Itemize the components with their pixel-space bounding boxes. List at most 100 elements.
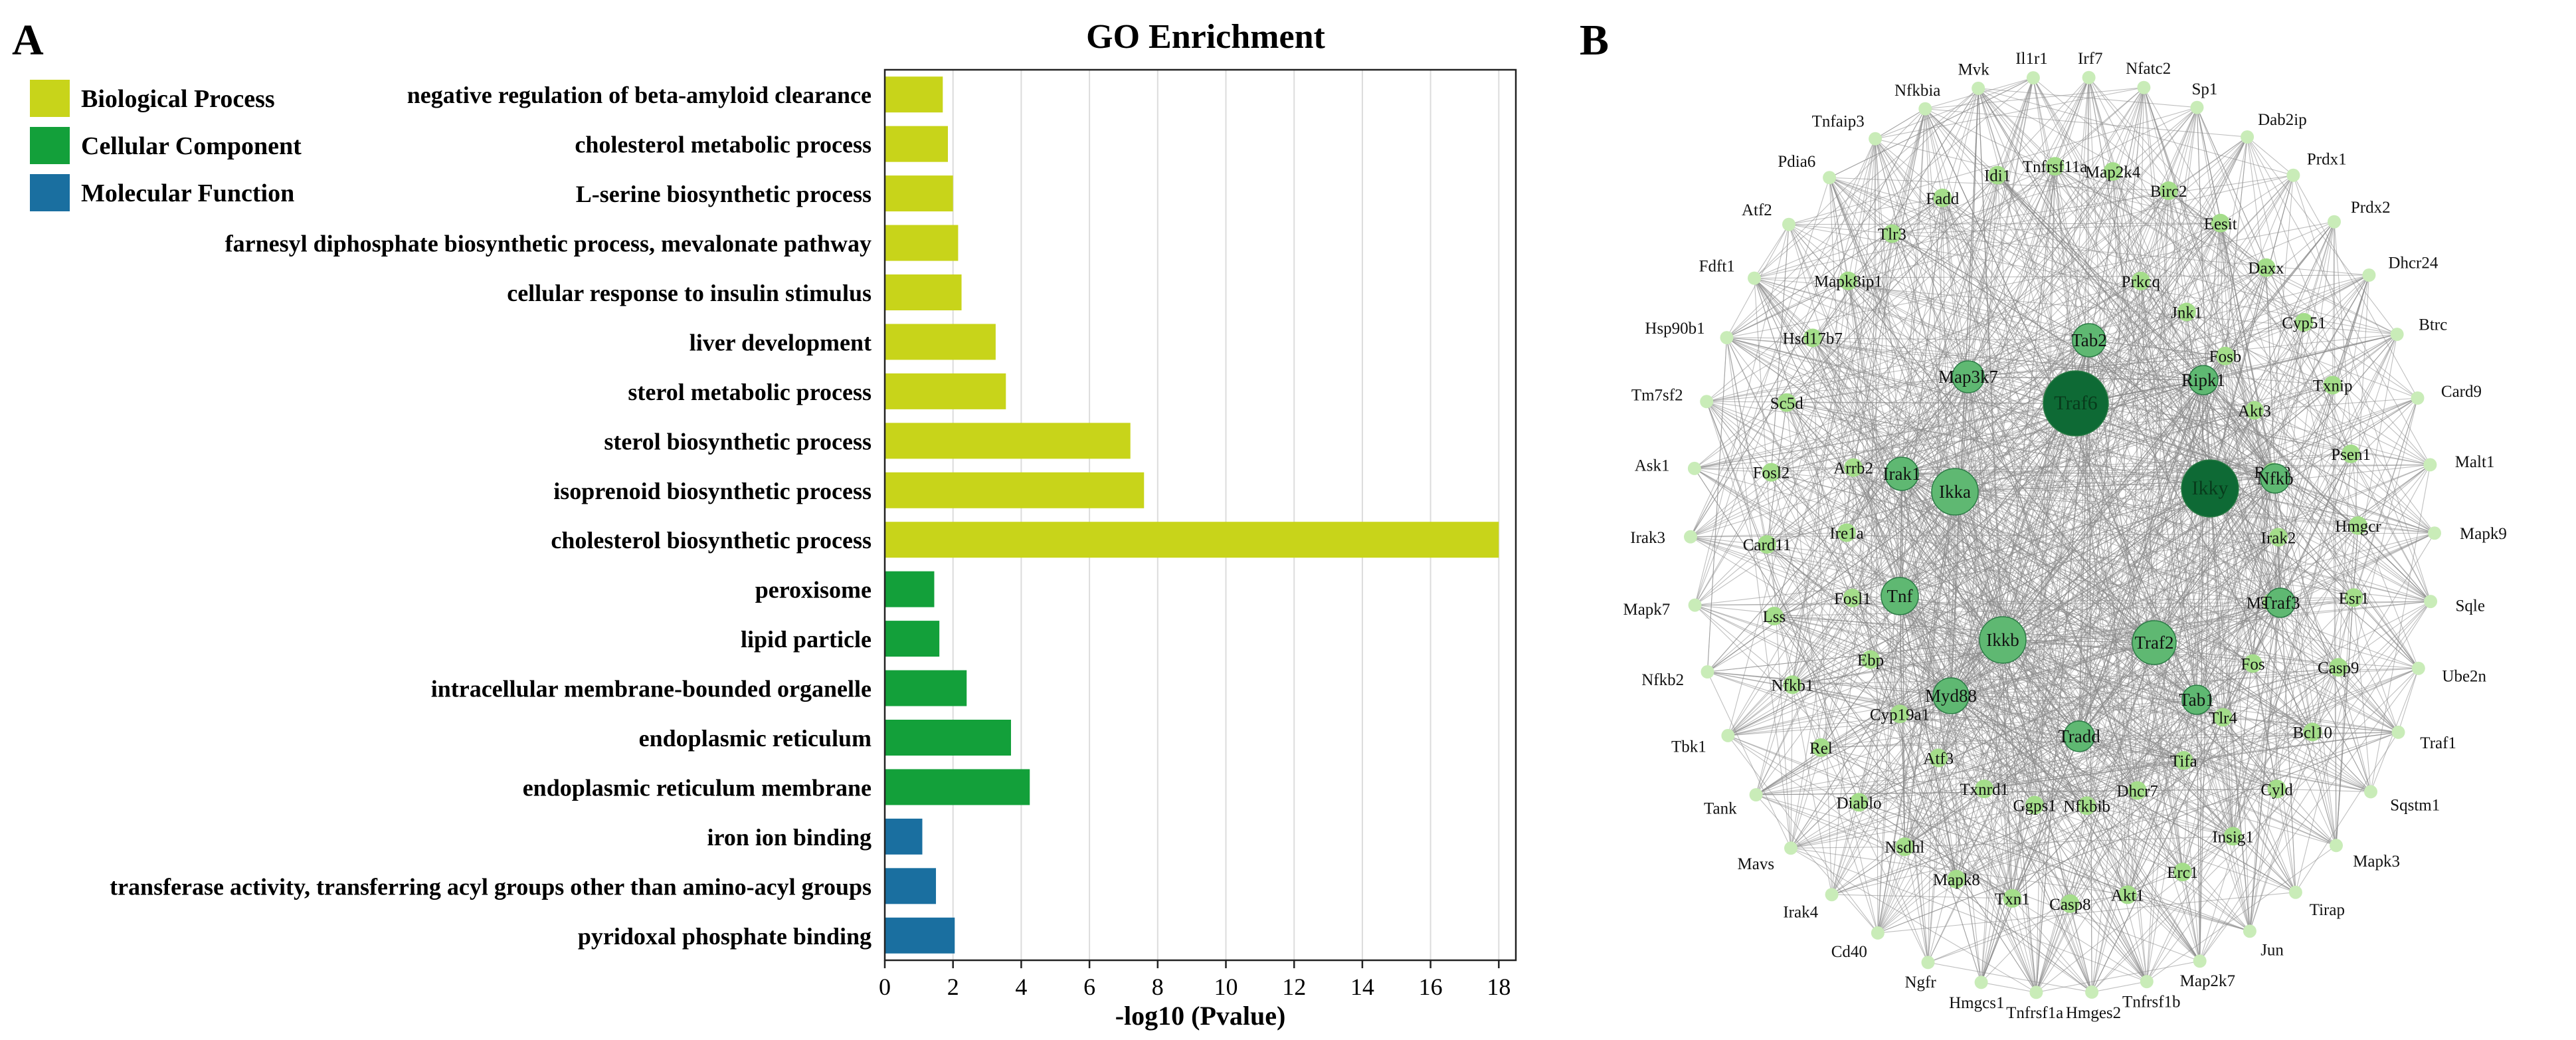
node-label-jun: Jun <box>2260 941 2284 959</box>
network-edge <box>1707 671 1792 849</box>
node-atf3 <box>1929 748 1948 768</box>
node-mapk9 <box>2428 526 2441 540</box>
network-edge <box>1786 402 2197 700</box>
network-edge <box>1981 379 2204 983</box>
node-label-casp9: Casp9 <box>2318 659 2359 677</box>
network-edge <box>1754 278 2003 641</box>
node-label-psen1: Psen1 <box>2331 446 2371 464</box>
node-txn1 <box>2003 888 2022 908</box>
network-edge <box>2086 77 2090 806</box>
node-diablo <box>1849 793 1869 812</box>
node-label-nsdhl: Nsdhl <box>1885 839 1924 857</box>
node-label-tab1: Tab1 <box>2179 690 2215 710</box>
chart-legend: Biological Process Cellular Component Mo… <box>30 80 302 211</box>
node-label-mapk7: Mapk7 <box>1623 601 1670 619</box>
network-edge <box>2070 894 2128 904</box>
node-label-fosl2: Fosl2 <box>1753 465 1790 482</box>
network-edge <box>2033 77 2090 341</box>
network-edge <box>2397 668 2419 733</box>
network-edge <box>1774 615 2233 837</box>
network-edge <box>2055 165 2431 602</box>
node-label-fosb: Fosb <box>2209 348 2242 366</box>
x-tick-label-12: 12 <box>1282 974 1306 1000</box>
network-edge <box>1901 473 2419 669</box>
plot-frame <box>883 68 1517 962</box>
network-edge <box>1904 846 2092 993</box>
node-label-sqle: Sqle <box>2456 597 2485 615</box>
network-edge <box>2233 602 2281 837</box>
network-edge <box>1848 280 2281 603</box>
network-edge <box>1754 278 1956 492</box>
network-edge <box>1968 175 1998 377</box>
network-edge <box>1901 473 2435 534</box>
network-edge <box>1983 471 2273 789</box>
node-label-mvk: Mvk <box>1958 60 1990 78</box>
network-edge <box>1754 278 2234 837</box>
network-edge <box>2078 736 2233 837</box>
network-edge <box>1950 695 2399 733</box>
network-edge <box>1859 602 2281 803</box>
node-label-map3k7: Map3k7 <box>1938 367 1998 387</box>
bar-isoprenoid-biosynthetic-process <box>885 472 1145 508</box>
node-label-ikky: Ikky <box>2192 477 2229 499</box>
node-bcl10 <box>2303 722 2322 742</box>
x-tick-label-10: 10 <box>1214 974 1238 1000</box>
legend-swatch-biological-process <box>30 80 70 117</box>
node-cyld <box>2267 780 2286 799</box>
node-erc1 <box>2173 863 2192 882</box>
node-label-dhcr24: Dhcr24 <box>2388 255 2438 272</box>
node-mapk7 <box>1688 598 1702 612</box>
node-label-ggps1: Ggps1 <box>2013 797 2056 815</box>
network-edge <box>2233 472 2273 837</box>
network-edge <box>1938 488 2211 758</box>
node-dab2ip <box>2241 130 2254 144</box>
network-edge <box>2088 87 2144 341</box>
network-edge <box>1831 802 1860 895</box>
network-edge <box>1899 197 1943 597</box>
network-edge <box>1847 280 2035 805</box>
network-edge <box>1899 595 2339 668</box>
network-edge <box>1792 488 2211 685</box>
node-sp1 <box>2190 100 2204 114</box>
network-edge <box>1706 338 1728 673</box>
network-edge <box>2078 478 2276 737</box>
network-edge <box>1859 801 2013 899</box>
network-nodes: Irf7 Nfatc2 Sp1 Dab2ip Prdx1 Prdx2 Dhcr24 Btrc C… <box>1623 50 2506 1022</box>
network-edge <box>1950 695 1982 983</box>
x-tick-label-16: 16 <box>1419 974 1443 1000</box>
node-card9 <box>2411 391 2425 405</box>
node-label-ripk1: Ripk1 <box>2181 370 2225 390</box>
node-label-ikkb: Ikkb <box>1986 630 2019 650</box>
node-jun <box>2243 924 2256 938</box>
node-mapk3 <box>2330 839 2343 853</box>
node-label-diablo: Diablo <box>1836 794 1881 812</box>
network-edge <box>1899 595 2148 982</box>
chart-title: GO Enrichment <box>1086 18 1325 56</box>
network-edge <box>2332 385 2337 846</box>
network-edge <box>1786 402 2435 534</box>
network-edge <box>1766 88 1979 545</box>
network-edge <box>2034 525 2359 806</box>
node-label-fadd: Fadd <box>1926 190 1960 208</box>
network-edge <box>2353 597 2419 669</box>
network-edge <box>2143 87 2197 700</box>
node-label-mapk8: Mapk8 <box>1933 871 1980 889</box>
network-edge <box>1774 379 2204 617</box>
bar-pyridoxal-phosphate-binding <box>885 917 955 954</box>
category-label: cholesterol biosynthetic process <box>551 527 872 554</box>
network-edge <box>1954 166 2056 492</box>
network-edge <box>2112 171 2266 268</box>
node-insig1 <box>2223 827 2243 846</box>
network-edge <box>2088 77 2354 598</box>
network-edge <box>2209 221 2335 489</box>
node-birc2 <box>2159 181 2178 200</box>
network-edge <box>2203 379 2435 534</box>
network-edge <box>2233 334 2398 837</box>
network-edge <box>1792 138 1876 685</box>
node-il1r1 <box>2026 71 2040 85</box>
network-edge <box>1831 639 2003 895</box>
node-label-hmges2: Hmges2 <box>2066 1004 2121 1022</box>
node-hmgcr <box>2348 516 2367 535</box>
node-tnfrsf1b <box>2140 975 2154 989</box>
network-edge <box>1771 472 2155 643</box>
